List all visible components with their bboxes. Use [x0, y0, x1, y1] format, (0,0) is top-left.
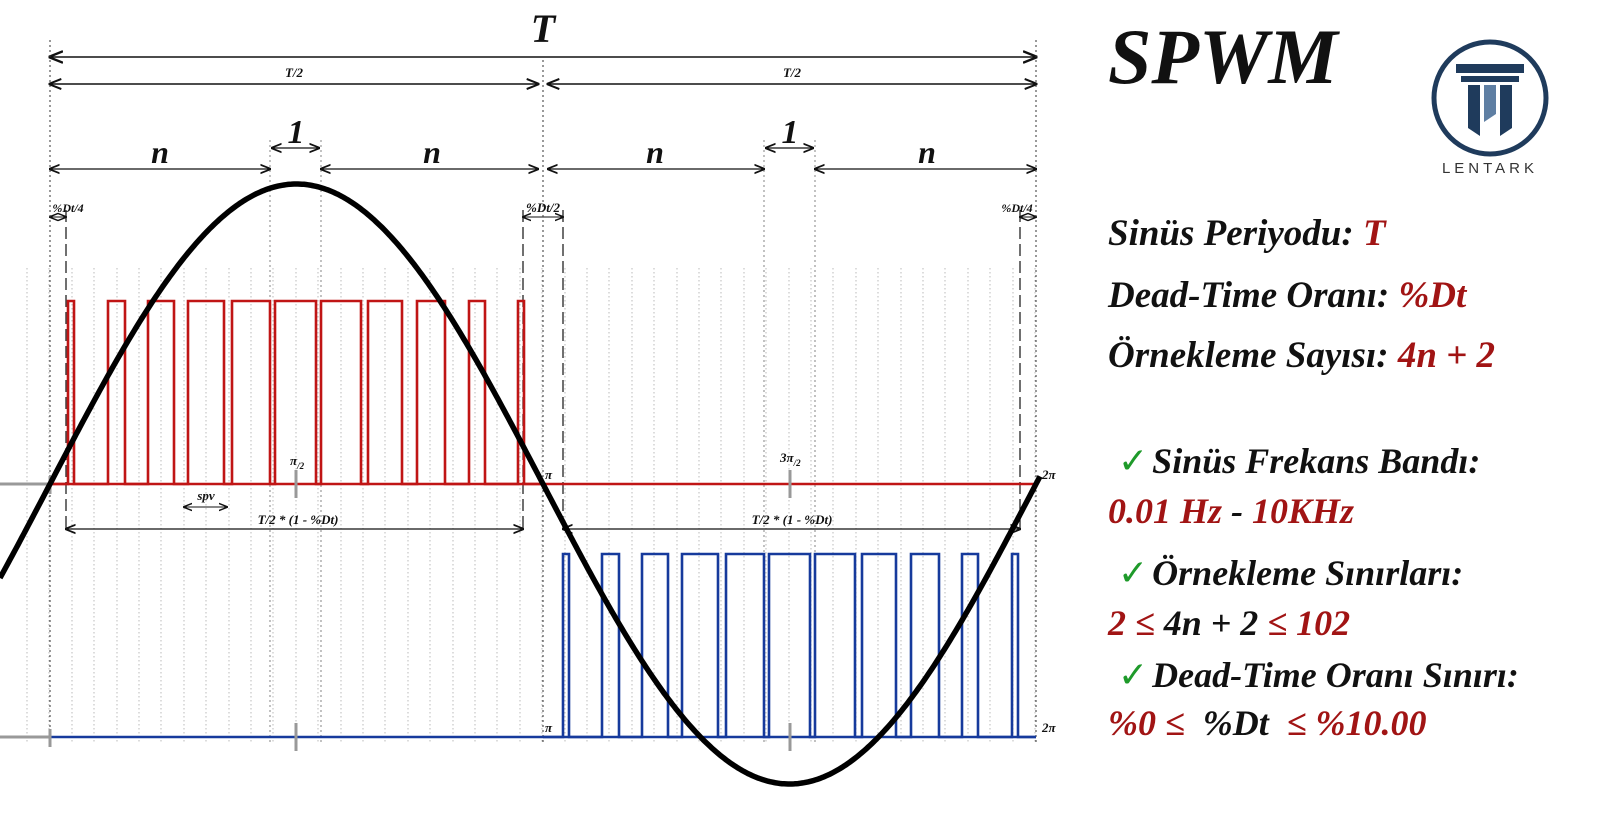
deadtime-info-label: Dead-Time Oranı:	[1108, 275, 1390, 316]
n-label-1: n	[151, 134, 169, 170]
pi-label-top: π	[545, 467, 553, 482]
spwm-timing-diagram: T T/2 T/2 n n n n 1 1 %Dt/4 %Dt/2	[0, 6, 1057, 787]
sampling-info-label: Örnekleme Sayısı:	[1108, 335, 1389, 376]
sampling-max: ≤ 102	[1267, 603, 1351, 643]
deadtime-limit-heading: ✓ Dead-Time Oranı Sınırı:	[1118, 654, 1519, 696]
sampling-limits-heading: ✓ Örnekleme Sınırları:	[1118, 552, 1463, 594]
negative-pwm-waveform	[543, 552, 1036, 739]
period-dimension: T	[50, 6, 1036, 57]
pi-half-label: π/2	[290, 453, 305, 471]
deadtime-info-value: %Dt	[1398, 275, 1467, 316]
positive-pwm-waveform	[50, 299, 543, 486]
three-pi-half-label: 3π/2	[779, 450, 801, 468]
n-label-4: n	[918, 134, 936, 170]
sampling-grid	[26, 140, 1036, 742]
active-width-right-label: T/2 * (1 - %Dt)	[752, 512, 833, 527]
page-title: SPWM	[1108, 13, 1338, 100]
freq-band-value: 0.01 Hz - 10KHz	[1108, 490, 1354, 532]
check-icon: ✓	[1118, 553, 1149, 594]
active-width-dimensions: T/2 * (1 - %Dt) T/2 * (1 - %Dt) spv	[66, 488, 1020, 529]
one-label-1: 1	[288, 114, 305, 151]
lentark-logo-icon	[1431, 39, 1549, 157]
sampling-limits-label: Örnekleme Sınırları:	[1152, 553, 1464, 593]
check-icon: ✓	[1118, 655, 1149, 696]
deadtime-dimensions: %Dt/4 %Dt/2 %Dt/4	[50, 200, 1036, 217]
sampling-info-value: 4n + 2	[1397, 335, 1495, 376]
half-period-dimensions: T/2 T/2	[50, 65, 1036, 84]
freq-max: 10KHz	[1252, 491, 1355, 531]
active-width-left-label: T/2 * (1 - %Dt)	[258, 512, 339, 527]
half-period-right-label: T/2	[783, 65, 802, 80]
deadtime-limit-value: %0 ≤ %Dt ≤ %10.00	[1108, 702, 1427, 744]
deadtime-max: ≤ %10.00	[1286, 703, 1427, 743]
period-info-label: Sinüs Periyodu:	[1108, 213, 1354, 254]
sine-wave	[0, 181, 1043, 787]
deadtime-limit-label: Dead-Time Oranı Sınırı:	[1152, 655, 1519, 695]
sampling-info: Örnekleme Sayısı: 4n + 2	[1108, 334, 1495, 377]
pi-label-bottom: π	[545, 720, 553, 735]
half-period-left-label: T/2	[285, 65, 304, 80]
deadtime-quarter-right-label: %Dt/4	[1001, 201, 1032, 215]
deadtime-half-label: %Dt/2	[526, 200, 560, 215]
one-label-2: 1	[782, 114, 799, 151]
period-label: T	[531, 6, 557, 51]
period-info: Sinüs Periyodu: T	[1108, 212, 1386, 255]
deadtime-mid: %Dt	[1184, 703, 1287, 743]
deadtime-min: %0 ≤	[1108, 703, 1185, 743]
sampling-mid: 4n + 2	[1154, 603, 1268, 643]
check-icon: ✓	[1118, 441, 1149, 482]
freq-band-label: Sinüs Frekans Bandı:	[1152, 441, 1481, 481]
two-pi-label-top: 2π	[1041, 467, 1057, 482]
two-pi-label-bottom: 2π	[1041, 720, 1057, 735]
tick-labels: π/2 3π/2 π 2π π 2π	[290, 450, 1057, 735]
sampling-limits-value: 2 ≤ 4n + 2 ≤ 102	[1108, 602, 1350, 644]
freq-separator: -	[1222, 491, 1253, 531]
freq-min: 0.01 Hz	[1108, 491, 1223, 531]
period-info-value: T	[1362, 213, 1386, 254]
spv-label: spv	[196, 488, 215, 503]
freq-band-heading: ✓ Sinüs Frekans Bandı:	[1118, 440, 1480, 482]
n-label-2: n	[423, 134, 441, 170]
n-dimensions: n n n n 1 1	[50, 114, 1036, 170]
period-boundaries	[49, 40, 1037, 742]
logo-wordmark: LENTARK	[1441, 160, 1539, 177]
deadtime-info: Dead-Time Oranı: %Dt	[1108, 274, 1466, 317]
n-label-3: n	[646, 134, 664, 170]
deadtime-quarter-left-label: %Dt/4	[52, 201, 83, 215]
sampling-min: 2 ≤	[1108, 603, 1155, 643]
